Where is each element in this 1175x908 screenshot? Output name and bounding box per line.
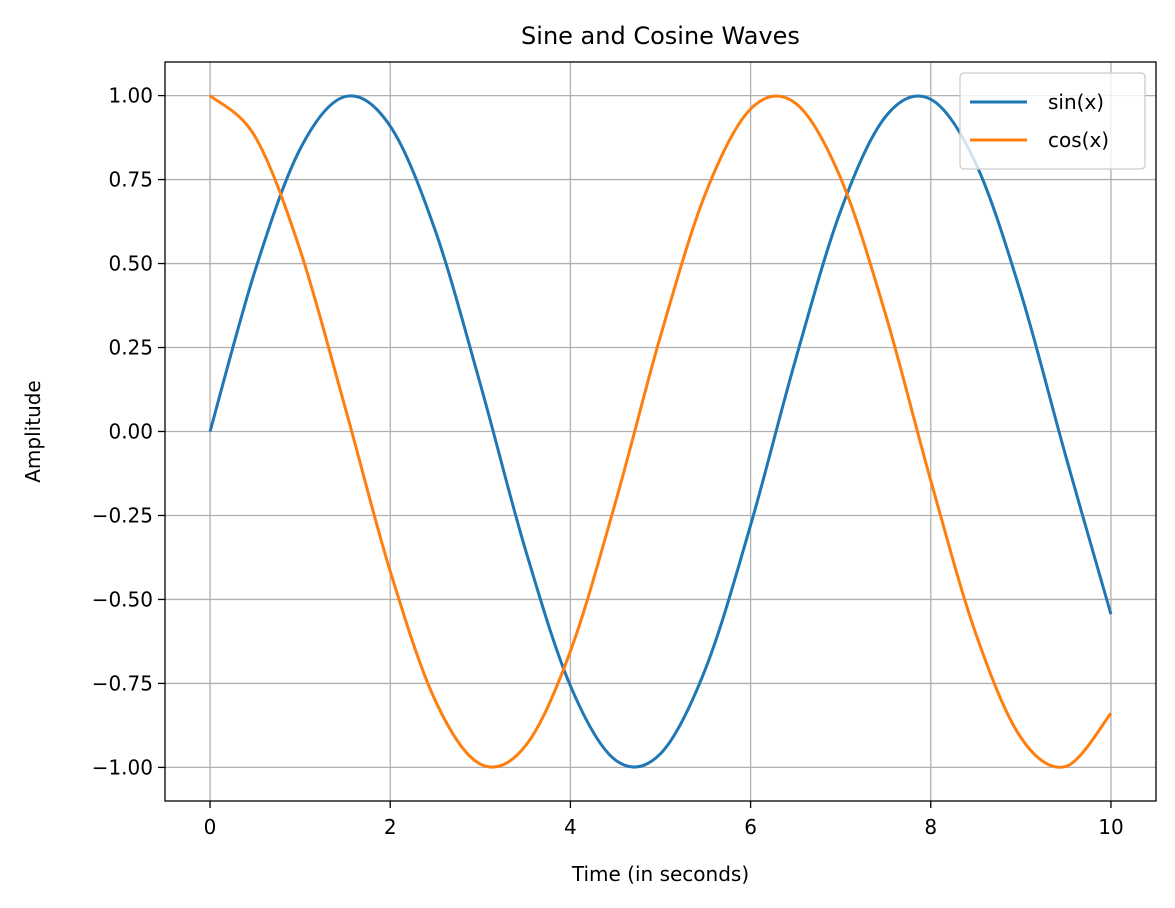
y-tick-label: −0.75	[92, 671, 153, 695]
series-line-1	[209, 94, 1113, 769]
legend-label-1: cos(x)	[1048, 128, 1109, 152]
x-tick-label: 6	[744, 815, 757, 839]
chart-title: Sine and Cosine Waves	[521, 22, 800, 50]
y-tick-label: 0.25	[108, 336, 153, 360]
y-tick-label: 1.00	[108, 84, 153, 108]
x-axis-ticks: 0 2 4 6 8 10	[204, 801, 1124, 839]
legend: sin(x) cos(x)	[959, 72, 1146, 170]
y-tick-label: −0.25	[92, 503, 153, 527]
y-tick-label: 0.75	[108, 168, 153, 192]
x-axis-label: Time (in seconds)	[571, 862, 749, 886]
y-axis-ticks: −1.00 −0.75 −0.50 −0.25 0.00 0.25 0.50 0.75 1.00	[92, 84, 165, 779]
x-tick-label: 8	[924, 815, 937, 839]
y-axis-label: Amplitude	[21, 380, 45, 483]
x-tick-label: 0	[204, 815, 217, 839]
y-tick-label: −1.00	[92, 755, 153, 779]
x-tick-label: 2	[384, 815, 397, 839]
x-tick-label: 10	[1098, 815, 1123, 839]
y-tick-label: −0.50	[92, 587, 153, 611]
legend-label-0: sin(x)	[1048, 90, 1104, 114]
grid-lines	[165, 62, 1156, 801]
legend-box	[959, 72, 1146, 170]
y-tick-label: 0.00	[108, 420, 153, 444]
y-tick-label: 0.50	[108, 252, 153, 276]
x-tick-label: 4	[564, 815, 577, 839]
